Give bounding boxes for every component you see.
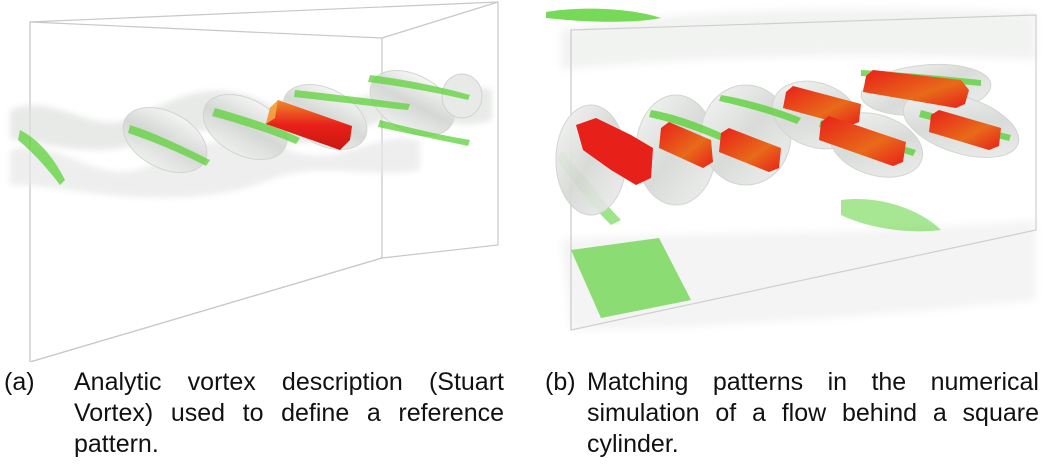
reference-pattern-highlight xyxy=(266,100,352,150)
cylinder-flow-rendering xyxy=(546,8,1037,331)
caption-text-a: Analytic vortex description (Stuart Vort… xyxy=(74,368,504,458)
figure-panel-b xyxy=(541,0,1043,362)
stuart-vortex-rendering xyxy=(10,1,499,362)
caption-label-b: (b) xyxy=(545,368,576,396)
flow-background xyxy=(561,9,1036,330)
green-vorticity-streaks xyxy=(18,75,470,185)
figure-panel-a xyxy=(0,0,510,362)
caption-label-a: (a) xyxy=(4,368,35,396)
caption-text-b: Matching patterns in the numerical simul… xyxy=(587,368,1039,458)
matched-pattern-highlights xyxy=(576,70,1001,185)
